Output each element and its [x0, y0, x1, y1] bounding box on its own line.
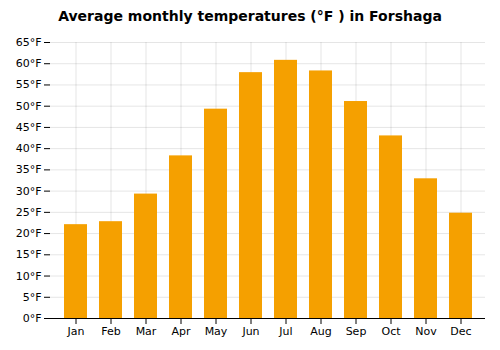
- svg-text:45°F: 45°F: [16, 121, 42, 134]
- svg-text:50°F: 50°F: [16, 100, 42, 113]
- svg-text:25°F: 25°F: [16, 206, 42, 219]
- svg-text:Nov: Nov: [415, 325, 437, 338]
- svg-text:35°F: 35°F: [16, 163, 42, 176]
- svg-text:15°F: 15°F: [16, 248, 42, 261]
- svg-text:40°F: 40°F: [16, 142, 42, 155]
- svg-text:Oct: Oct: [381, 325, 401, 338]
- svg-text:Apr: Apr: [171, 325, 191, 338]
- svg-text:0°F: 0°F: [23, 312, 42, 325]
- svg-text:10°F: 10°F: [16, 270, 42, 283]
- svg-text:Jan: Jan: [67, 325, 85, 338]
- svg-text:Jun: Jun: [241, 325, 259, 338]
- svg-text:Feb: Feb: [101, 325, 120, 338]
- svg-text:60°F: 60°F: [16, 57, 42, 70]
- svg-text:30°F: 30°F: [16, 185, 42, 198]
- svg-text:Dec: Dec: [450, 325, 471, 338]
- svg-text:20°F: 20°F: [16, 227, 42, 240]
- svg-text:55°F: 55°F: [16, 78, 42, 91]
- svg-text:Aug: Aug: [310, 325, 331, 338]
- svg-text:Sep: Sep: [346, 325, 367, 338]
- svg-text:Jul: Jul: [278, 325, 292, 338]
- svg-text:5°F: 5°F: [23, 291, 42, 304]
- html-text:Average monthly temperatures (: Average monthly temperatures (°F ) in Fo…: [58, 8, 442, 24]
- svg-text:Mar: Mar: [136, 325, 157, 338]
- svg-text:May: May: [205, 325, 228, 338]
- svg-text:65°F: 65°F: [16, 36, 42, 49]
